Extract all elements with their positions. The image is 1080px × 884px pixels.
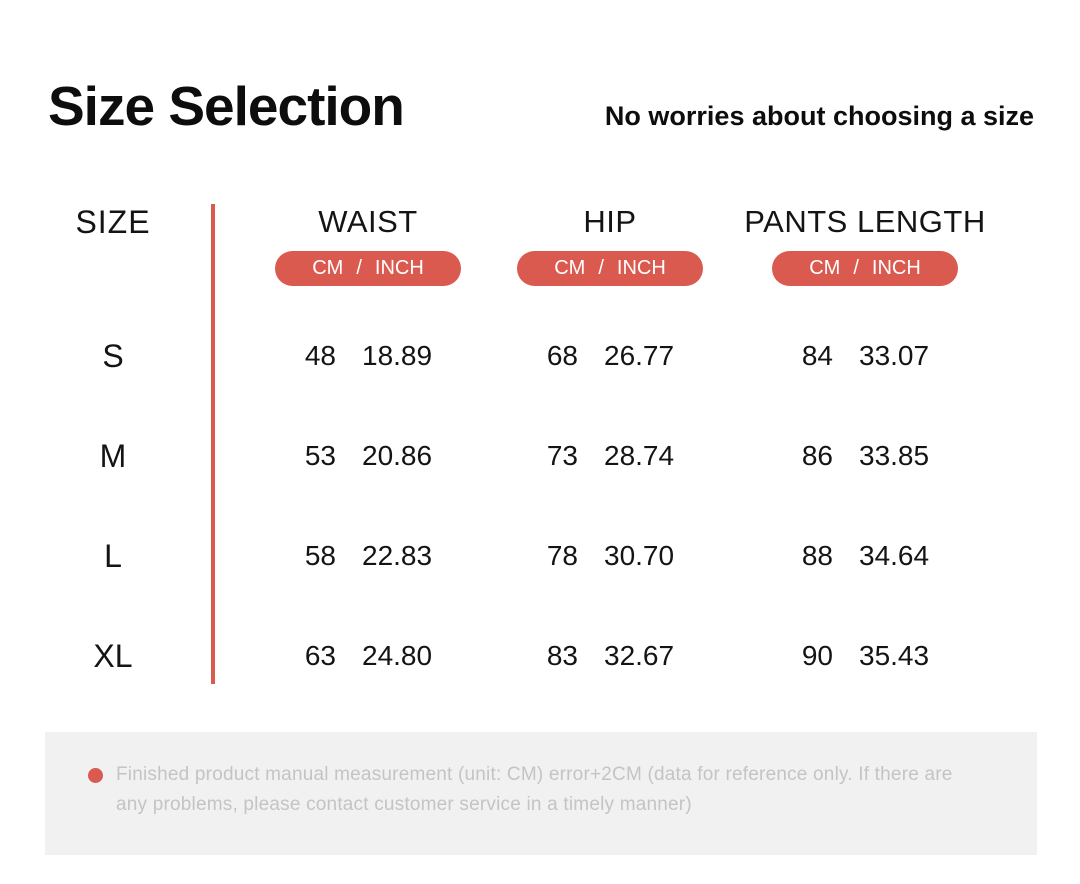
measurement-footnote: Finished product manual measurement (uni… [45,732,1037,855]
waist-values: 53 20.86 [224,440,512,472]
size-value: M [99,437,127,474]
waist-values: 63 24.80 [224,640,512,672]
unit-cm-label: CM [809,257,841,279]
page-header: Size Selection No worries about choosing… [0,0,1080,138]
waist-inch-value: 20.86 [362,440,433,471]
size-value: L [104,537,122,574]
unit-badge-hip: CM / INCH [517,251,703,286]
table-header-row: SIZE WAIST CM / INCH HIP CM / INCH PANTS LEN… [0,204,1080,306]
hip-cm-value: 78 [546,540,578,571]
waist-inch-value: 24.80 [362,640,433,671]
waist-inch-value: 22.83 [362,540,433,571]
size-value: XL [93,637,133,674]
hip-inch-value: 30.70 [604,540,675,571]
pants-length-label: PANTS LENGTH [744,204,986,239]
size-table: SIZE WAIST CM / INCH HIP CM / INCH PANTS LEN… [0,204,1080,706]
table-row-xl: XL 63 24.80 83 32.67 90 35.43 [0,606,1080,706]
hip-cm-value: 68 [546,340,578,371]
bullet-dot-icon [88,768,103,783]
waist-cm-value: 48 [304,340,336,371]
pants-length-values: 84 33.07 [720,340,1010,372]
column-header-waist: WAIST CM / INCH [224,204,512,286]
table-row-m: M 53 20.86 73 28.74 86 33.85 [0,406,1080,506]
pants-cm-value: 90 [801,640,833,671]
waist-cm-value: 58 [304,540,336,571]
column-header-hip: HIP CM / INCH [500,204,720,286]
unit-inch-label: INCH [871,257,921,279]
pants-cm-value: 84 [801,340,833,371]
unit-separator: / [853,257,859,279]
page-subtitle: No worries about choosing a size [604,101,1034,131]
pants-inch-value: 33.07 [859,340,930,371]
pants-length-values: 86 33.85 [720,440,1010,472]
waist-values: 58 22.83 [224,540,512,572]
page-title: Size Selection [48,75,405,137]
vertical-divider [211,204,215,684]
pants-inch-value: 33.85 [859,440,930,471]
table-row-s: S 48 18.89 68 26.77 84 33.07 [0,306,1080,406]
unit-separator: / [598,257,604,279]
unit-badge-pants-length: CM / INCH [772,251,958,286]
waist-inch-value: 18.89 [362,340,433,371]
size-value: S [102,337,124,374]
pants-cm-value: 88 [801,540,833,571]
pants-inch-value: 35.43 [859,640,930,671]
footnote-text: Finished product manual measurement (uni… [116,764,953,815]
hip-inch-value: 26.77 [604,340,675,371]
column-header-pants-length: PANTS LENGTH CM / INCH [720,204,1010,286]
hip-label: HIP [583,204,637,239]
hip-values: 73 28.74 [500,440,720,472]
unit-badge-waist: CM / INCH [275,251,461,286]
waist-cm-value: 53 [304,440,336,471]
column-header-size: SIZE [75,204,151,240]
table-row-l: L 58 22.83 78 30.70 88 34.64 [0,506,1080,606]
waist-values: 48 18.89 [224,340,512,372]
hip-cm-value: 83 [546,640,578,671]
hip-inch-value: 32.67 [604,640,675,671]
unit-cm-label: CM [312,257,344,279]
pants-length-values: 90 35.43 [720,640,1010,672]
unit-inch-label: INCH [616,257,666,279]
hip-values: 78 30.70 [500,540,720,572]
hip-values: 83 32.67 [500,640,720,672]
waist-cm-value: 63 [304,640,336,671]
hip-inch-value: 28.74 [604,440,675,471]
unit-inch-label: INCH [374,257,424,279]
pants-cm-value: 86 [801,440,833,471]
hip-values: 68 26.77 [500,340,720,372]
hip-cm-value: 73 [546,440,578,471]
unit-cm-label: CM [554,257,586,279]
unit-separator: / [356,257,362,279]
waist-label: WAIST [318,204,418,239]
pants-inch-value: 34.64 [859,540,930,571]
pants-length-values: 88 34.64 [720,540,1010,572]
